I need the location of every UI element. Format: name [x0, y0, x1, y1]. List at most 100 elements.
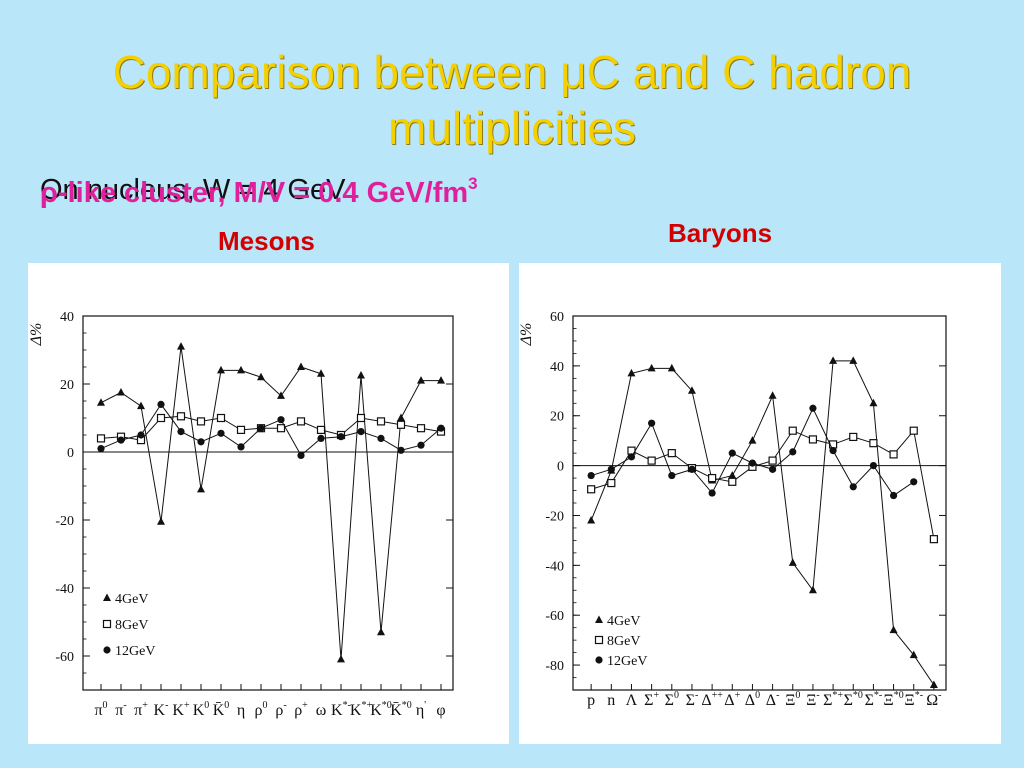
baryons-label: Baryons: [668, 218, 773, 248]
baryon-point-4GeV: [768, 391, 777, 399]
meson-series-line-12GeV: [100, 403, 442, 457]
meson-point-8GeV: [96, 434, 106, 443]
baryon-xtick-label: Ξ*0: [883, 690, 903, 709]
meson-ytick-label: 40: [60, 310, 74, 325]
meson-point-4GeV: [237, 365, 245, 374]
baryon-point-4GeV: [647, 363, 656, 372]
meson-point-4GeV: [117, 388, 125, 396]
baryon-ytick-label: 0: [557, 460, 564, 475]
subtitle-overlay: ρ-like cluster, M/V = 0.4 GeV/fm3: [40, 174, 478, 209]
meson-point-8GeV: [176, 412, 186, 421]
baryon-point-8GeV: [929, 535, 939, 544]
baryon-xtick-label: Ω-: [926, 690, 941, 709]
baryon-point-12GeV: [889, 491, 898, 500]
baryon-point-12GeV: [648, 419, 656, 427]
meson-xtick-label: K0: [193, 700, 210, 719]
meson-series-line-4GeV: [100, 346, 441, 660]
meson-xtick-label: π-: [115, 700, 126, 719]
meson-xtick-label: ρ0: [255, 700, 268, 719]
meson-ytick-label: 0: [67, 446, 74, 461]
baryon-xtick-label: Δ+: [724, 690, 740, 709]
baryon-legend-marker-8GeV: [594, 635, 604, 645]
meson-point-12GeV: [317, 434, 325, 442]
meson-point-12GeV: [177, 428, 185, 436]
meson-point-12GeV: [217, 429, 225, 437]
baryon-point-4GeV: [587, 515, 596, 524]
baryon-point-12GeV: [789, 448, 797, 456]
meson-ytick-label: -60: [55, 650, 74, 665]
meson-xtick-label: K̄0: [213, 700, 230, 719]
meson-point-4GeV: [337, 654, 345, 663]
meson-point-12GeV: [357, 428, 365, 436]
baryon-xtick-label: Ξ-: [806, 690, 820, 709]
baryon-ylabel: Δ%: [519, 323, 535, 347]
baryon-ytick-label: 20: [550, 410, 564, 425]
meson-point-12GeV: [197, 438, 205, 446]
baryon-point-4GeV: [869, 398, 878, 407]
meson-legend-label-4GeV: 4GeV: [115, 592, 148, 607]
baryon-point-8GeV: [889, 450, 898, 459]
slide-title: Comparison between μC and C hadron multi…: [0, 44, 1024, 156]
baryons-chart: 60 40 20 0 -20 -40 -60 -80 Δ% p n Λ Σ+ Σ0 Σ- Δ++ Δ+ Δ0 Δ- Ξ…: [518, 310, 947, 709]
baryon-ytick-label: -60: [545, 609, 564, 624]
meson-xtick-label: η: [237, 702, 245, 719]
meson-point-4GeV: [277, 391, 285, 399]
title-line-2: multiplicities: [388, 102, 636, 154]
baryon-point-4GeV: [728, 471, 737, 479]
baryon-point-12GeV: [809, 404, 817, 412]
meson-point-12GeV: [97, 445, 105, 453]
baryon-point-12GeV: [728, 449, 736, 457]
baryon-point-4GeV: [889, 625, 898, 634]
meson-legend-label-8GeV: 8GeV: [115, 618, 148, 633]
meson-xtick-label: K*0: [370, 700, 392, 719]
baryon-point-4GeV: [849, 356, 858, 364]
baryon-point-4GeV: [808, 585, 817, 594]
baryons-panel: 60 40 20 0 -20 -40 -60 -80 Δ% p n Λ Σ+ Σ0 Σ- Δ++ Δ+ Δ0 Δ- Ξ…: [518, 263, 1001, 744]
meson-point-12GeV: [237, 443, 245, 451]
baryon-point-12GeV: [627, 453, 636, 461]
baryon-xtick-label: Ξ*-: [904, 690, 923, 709]
meson-legend-marker-4GeV: [103, 593, 111, 601]
meson-point-12GeV: [277, 416, 285, 424]
baryon-point-8GeV: [849, 432, 858, 442]
meson-plot-frame: [82, 315, 454, 691]
meson-point-8GeV: [276, 424, 286, 433]
baryon-point-12GeV: [869, 462, 878, 470]
baryon-point-4GeV: [667, 363, 676, 372]
baryon-point-4GeV: [929, 680, 938, 689]
baryon-point-8GeV: [587, 485, 596, 494]
baryon-xtick-label: Σ-: [686, 690, 699, 709]
meson-point-8GeV: [396, 420, 406, 429]
meson-point-4GeV: [397, 413, 405, 421]
baryon-point-12GeV: [849, 483, 857, 491]
baryon-point-4GeV: [829, 356, 838, 364]
baryon-series-line-8GeV: [590, 429, 935, 540]
meson-xtick-label: η': [416, 700, 426, 719]
meson-xtick-label: ρ+: [294, 700, 308, 719]
baryon-xtick-label: Σ*0: [844, 690, 863, 709]
meson-ylabel: Δ%: [28, 323, 45, 347]
baryon-series-line-4GeV: [590, 360, 935, 686]
baryon-point-4GeV: [788, 558, 797, 566]
meson-legend-label-12GeV: 12GeV: [115, 644, 155, 659]
baryon-point-4GeV: [748, 436, 757, 444]
baryon-xtick-label: Δ-: [766, 690, 780, 709]
baryon-point-12GeV: [587, 471, 595, 480]
baryon-point-8GeV: [708, 473, 717, 483]
baryon-point-4GeV: [909, 650, 918, 659]
meson-point-8GeV: [316, 425, 326, 434]
mesons-label: Mesons: [218, 226, 315, 256]
baryon-legend-marker-12GeV: [595, 656, 603, 664]
baryon-ytick-label: 60: [550, 310, 564, 325]
baryon-point-8GeV: [869, 439, 878, 448]
baryon-legend-label-8GeV: 8GeV: [607, 634, 640, 649]
meson-series-line-8GeV: [100, 415, 442, 441]
baryon-point-12GeV: [748, 459, 757, 467]
subtitle: On nucleus, W = 4 GeV ρ-like cluster, M/…: [40, 174, 478, 209]
baryon-point-8GeV: [768, 456, 777, 465]
meson-point-8GeV: [416, 424, 426, 433]
baryon-point-8GeV: [909, 426, 918, 435]
meson-point-4GeV: [97, 398, 105, 406]
meson-xtick-label: π+: [134, 700, 148, 719]
